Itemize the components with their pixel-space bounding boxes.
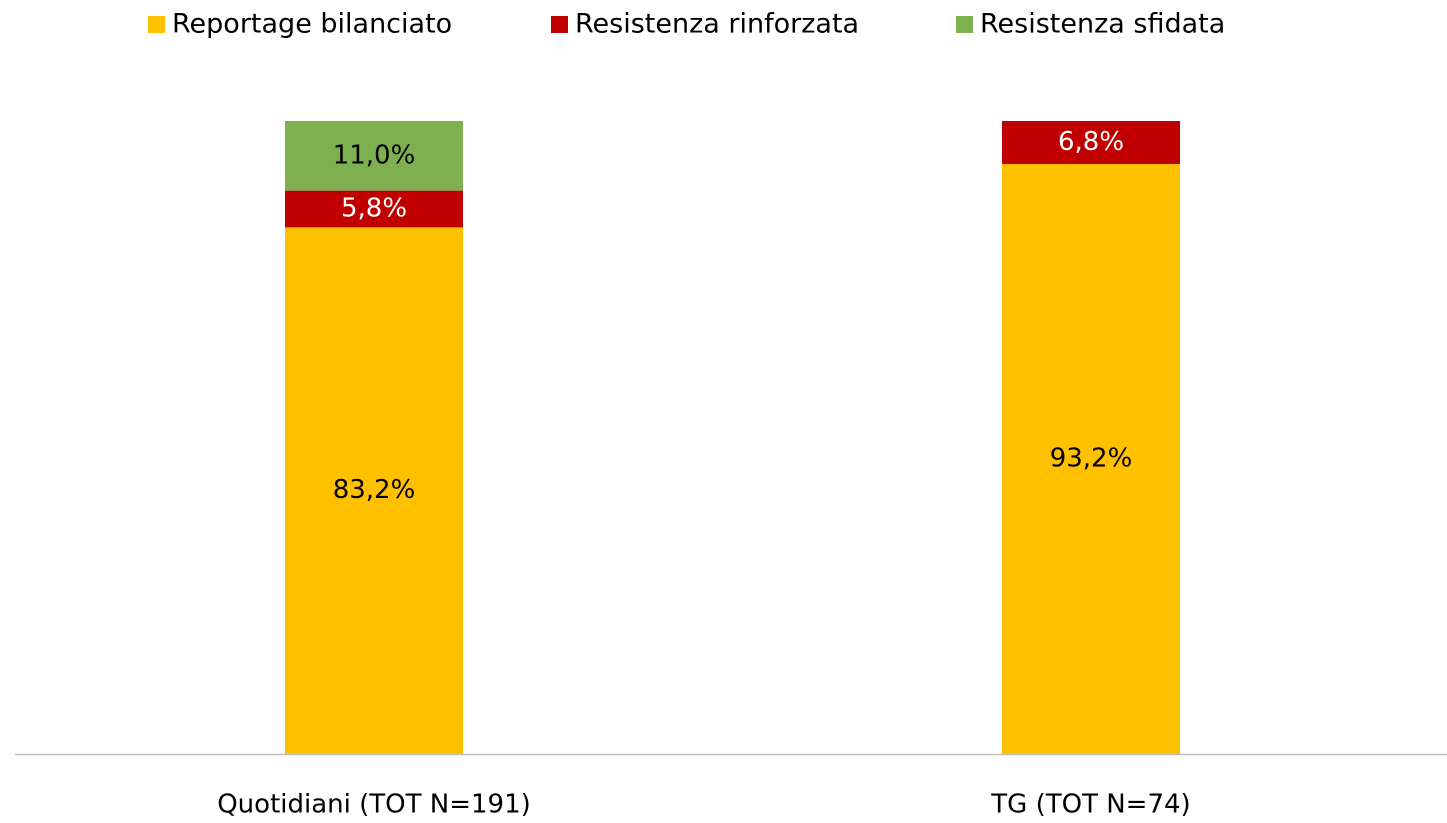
legend-label: Resistenza rinforzata [575,9,859,40]
data-label: 83,2% [333,475,416,505]
bar-segment [285,121,463,191]
data-label: 6,8% [1058,127,1124,157]
bar-segment [1002,164,1180,754]
legend-swatch [956,16,973,33]
data-label: 11,0% [333,140,416,170]
legend-label: Reportage bilanciato [172,9,452,40]
data-label: 5,8% [341,193,407,223]
bar-segment [285,190,463,228]
x-tick-label: TG (TOT N=74) [990,790,1190,820]
legend-swatch [148,16,165,33]
x-tick-label: Quotidiani (TOT N=191) [217,790,531,820]
legend-swatch [551,16,568,33]
bar-segment [1002,121,1180,165]
legend-label: Resistenza sfidata [980,9,1225,40]
bar-segment [285,227,463,754]
data-label: 93,2% [1050,444,1133,474]
